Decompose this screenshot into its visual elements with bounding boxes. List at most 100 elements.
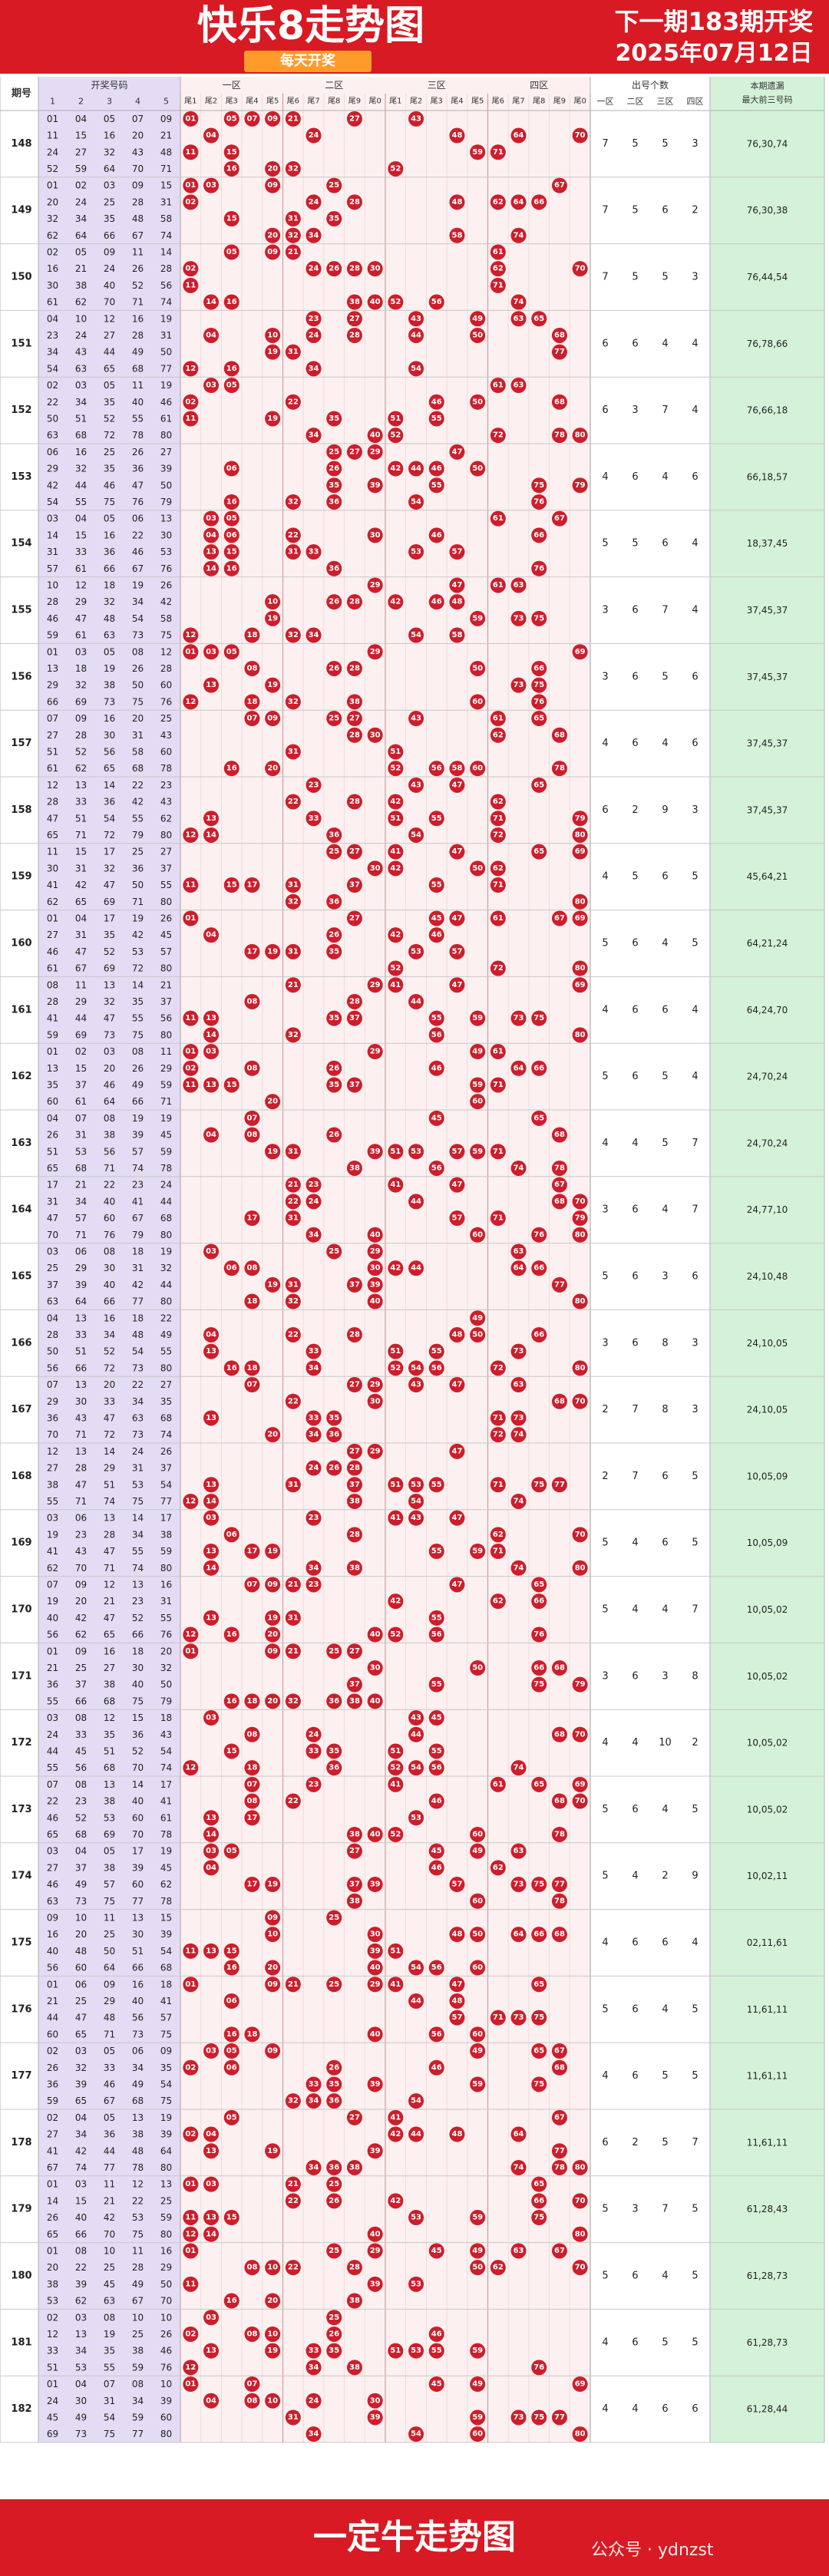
draw-number: 60 <box>160 746 172 757</box>
draw-number: 09 <box>132 180 144 191</box>
draw-number: 59 <box>75 163 87 174</box>
draw-number: 11 <box>75 979 87 990</box>
ball-label: 76 <box>533 1630 544 1639</box>
ball-label: 57 <box>451 1881 462 1889</box>
ball-label: 68 <box>554 1197 565 1206</box>
ball-label: 04 <box>206 331 216 339</box>
draw-number: 42 <box>160 596 172 607</box>
draw-number: 79 <box>132 1230 144 1240</box>
draw-number: 18 <box>75 663 87 674</box>
ball-label: 42 <box>390 1264 401 1273</box>
ball-label: 76 <box>533 2363 544 2372</box>
draw-number: 22 <box>132 2195 144 2206</box>
ball-label: 17 <box>246 1814 257 1822</box>
number-ball <box>265 160 281 177</box>
number-ball <box>183 694 199 710</box>
draw-number: 49 <box>160 1329 172 1340</box>
ball-label: 72 <box>493 964 504 973</box>
number-ball <box>490 727 506 743</box>
ball-label: 13 <box>206 1014 216 1022</box>
draw-number: 66 <box>104 563 115 574</box>
ball-label: 66 <box>533 2197 544 2205</box>
draw-number: 36 <box>104 797 115 807</box>
draw-number: 13 <box>75 1313 87 1323</box>
number-ball <box>326 261 342 277</box>
ball-label: 26 <box>329 1064 339 1072</box>
subtitle-badge: 每天开奖 <box>244 51 372 72</box>
issue-number: 150 <box>11 272 31 283</box>
issue-number: 163 <box>11 1138 31 1149</box>
ball-label: 13 <box>206 1814 216 1822</box>
draw-number: 42 <box>132 797 144 807</box>
ball-label: 09 <box>267 1914 278 1922</box>
zone-count: 4 <box>662 338 668 349</box>
draw-number: 55 <box>104 2362 115 2373</box>
draw-number: 26 <box>132 1063 144 1074</box>
number-ball <box>367 727 383 743</box>
ball-label: 40 <box>370 2230 381 2238</box>
issue-number: 177 <box>11 2070 31 2082</box>
remain-numbers: 61,28,43 <box>747 2204 788 2214</box>
number-ball <box>388 428 404 444</box>
ball-label: 49 <box>472 1048 483 1056</box>
draw-number: 74 <box>132 1163 144 1174</box>
draw-number: 15 <box>75 1063 87 1074</box>
tail-header: 尾4 <box>451 97 463 106</box>
draw-number: 52 <box>75 1812 87 1823</box>
ball-label: 50 <box>472 1930 483 1939</box>
ball-label: 66 <box>533 198 544 206</box>
number-ball <box>285 794 301 810</box>
draw-number: 33 <box>47 2346 58 2356</box>
number-ball <box>388 844 404 860</box>
number-ball <box>326 660 342 676</box>
ball-label: 55 <box>431 1481 442 1489</box>
ball-label: 74 <box>514 298 524 306</box>
ball-label: 15 <box>226 881 237 890</box>
draw-number: 38 <box>104 680 115 691</box>
draw-number: 18 <box>160 1712 172 1723</box>
zone-count: 4 <box>662 2003 668 2015</box>
number-ball <box>449 1210 465 1227</box>
number-ball <box>428 761 444 777</box>
draw-number: 28 <box>132 197 144 207</box>
number-ball <box>183 1077 199 1093</box>
draw-number: 65 <box>75 2029 87 2039</box>
remain-numbers: 24,70,24 <box>747 1072 788 1082</box>
number-ball <box>551 1177 567 1193</box>
remain-numbers: 76,30,38 <box>747 205 788 216</box>
zone-count: 4 <box>602 471 608 483</box>
draw-number: 77 <box>104 2162 115 2173</box>
draw-number: 60 <box>104 1213 115 1224</box>
ball-label: 03 <box>206 2313 216 2322</box>
ball-label: 18 <box>246 1697 257 1706</box>
remain-numbers: 76,66,18 <box>747 405 788 416</box>
draw-number: 42 <box>47 480 58 490</box>
ball-label: 02 <box>185 2063 196 2072</box>
number-ball <box>223 1360 239 1376</box>
ball-label: 03 <box>206 2180 216 2188</box>
ball-label: 26 <box>329 2330 339 2338</box>
ball-label: 04 <box>206 1864 216 1872</box>
draw-number: 03 <box>75 2179 87 2190</box>
draw-number: 78 <box>160 1163 172 1174</box>
draw-number: 76 <box>160 563 172 574</box>
ball-label: 59 <box>472 2080 483 2089</box>
ball-label: 03 <box>206 648 216 656</box>
ball-label: 62 <box>493 1864 504 1872</box>
draw-number: 50 <box>160 1679 172 1690</box>
draw-number: 03 <box>75 2312 87 2323</box>
ball-label: 28 <box>349 798 360 806</box>
ball-label: 56 <box>431 2030 442 2039</box>
number-ball <box>285 160 301 177</box>
draw-number: 15 <box>160 1912 172 1923</box>
number-ball <box>388 1343 404 1359</box>
draw-number: 22 <box>47 397 58 408</box>
draw-number: 42 <box>104 2212 115 2223</box>
ball-label: 18 <box>246 1764 257 1772</box>
draw-number: 03 <box>47 514 58 524</box>
number-ball <box>490 577 506 593</box>
number-ball <box>183 111 199 127</box>
ball-label: 65 <box>533 1780 544 1788</box>
number-ball <box>572 477 588 494</box>
